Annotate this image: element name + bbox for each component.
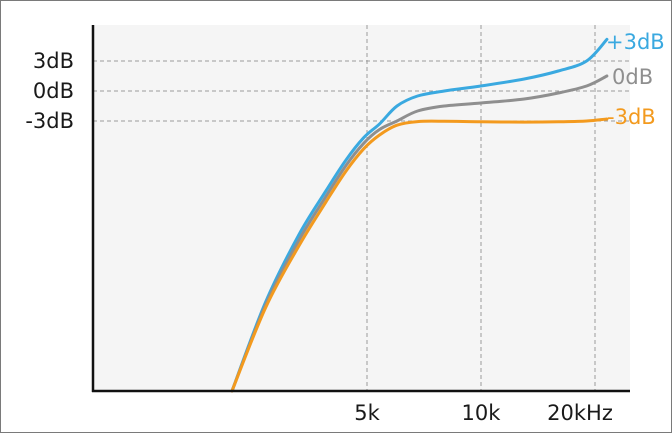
plot-area bbox=[93, 25, 630, 391]
axes bbox=[91, 25, 630, 393]
series-line bbox=[230, 74, 609, 393]
series-line bbox=[230, 37, 609, 393]
y-tick-label: 3dB bbox=[33, 49, 74, 73]
y-tick-label: 0dB bbox=[33, 79, 74, 103]
x-tick-label: 5k bbox=[354, 401, 380, 425]
curves bbox=[230, 37, 609, 393]
x-tick-label: 10k bbox=[462, 401, 502, 425]
grid bbox=[93, 25, 630, 391]
series-label: 0dB bbox=[612, 65, 653, 89]
series-line bbox=[230, 117, 609, 393]
series-label: -3dB bbox=[607, 105, 656, 129]
labels: 3dB 0dB -3dB 5k 10k 20kHz +3dB 0dB -3dB bbox=[25, 30, 664, 425]
series-label: +3dB bbox=[606, 30, 665, 54]
x-tick-label: 20kHz bbox=[547, 401, 613, 425]
y-tick-label: -3dB bbox=[25, 109, 74, 133]
